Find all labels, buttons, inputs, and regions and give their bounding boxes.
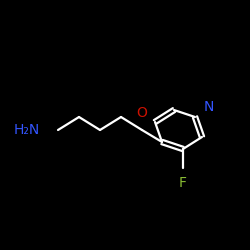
Text: H₂N: H₂N bbox=[14, 123, 40, 137]
Text: O: O bbox=[136, 106, 147, 120]
Text: N: N bbox=[204, 100, 214, 114]
Text: F: F bbox=[179, 176, 187, 190]
